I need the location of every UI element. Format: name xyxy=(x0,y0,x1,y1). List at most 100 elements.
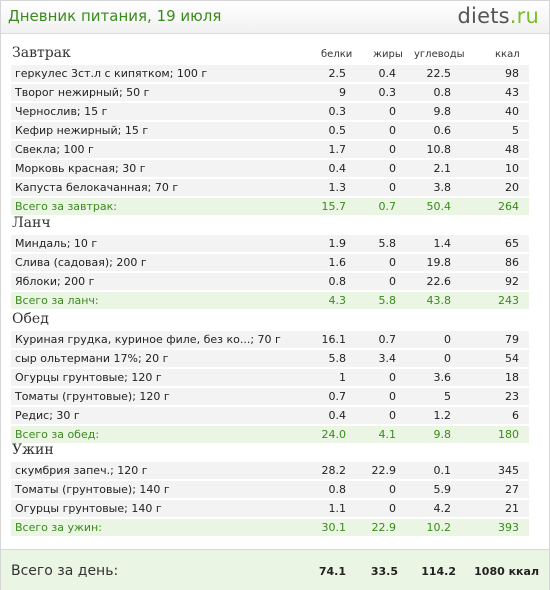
logo-main: diets xyxy=(457,4,510,28)
col-carbs: углеводы xyxy=(414,49,465,60)
food-row-fats: 0 xyxy=(389,409,396,422)
food-row: Миндаль; 10 г 1.9 5.8 1.4 65 xyxy=(11,235,529,252)
food-row-proteins: 0.3 xyxy=(328,105,347,118)
meal-total-row-kcal: 393 xyxy=(498,521,519,534)
meal-total-row-carbs: 50.4 xyxy=(426,200,452,213)
day-total-bar: Всего за день: 74.1 33.5 114.2 1080 ккал xyxy=(1,549,549,590)
food-row-kcal: 27 xyxy=(505,483,519,496)
col-fats: жиры xyxy=(373,49,403,60)
day-total-fats: 33.5 xyxy=(370,565,398,578)
food-row-proteins: 0.7 xyxy=(328,390,347,403)
food-row-fats: 0 xyxy=(389,483,396,496)
food-row-carbs: 10.8 xyxy=(426,143,452,156)
food-row-name: Огурцы грунтовые; 120 г xyxy=(15,371,162,384)
food-row-fats: 0.3 xyxy=(378,86,397,99)
meal-total-row-proteins: 4.3 xyxy=(328,294,347,307)
food-row: скумбрия запеч.; 120 г 28.2 22.9 0.1 345 xyxy=(11,462,529,479)
food-row-kcal: 65 xyxy=(505,237,519,250)
col-kcal: ккал xyxy=(495,49,520,60)
food-row-fats: 0 xyxy=(389,256,396,269)
day-total-label: Всего за день: xyxy=(11,563,119,579)
meal-total-row-proteins: 15.7 xyxy=(321,200,347,213)
header-bar: Дневник питания, 19 июля diets.ru xyxy=(1,1,549,34)
food-row-fats: 0 xyxy=(389,162,396,175)
food-row-kcal: 54 xyxy=(505,352,519,365)
meal-total-row-carbs: 10.2 xyxy=(426,521,452,534)
food-row-carbs: 5.9 xyxy=(433,483,452,496)
food-row-fats: 0.7 xyxy=(378,333,397,346)
food-row-carbs: 2.1 xyxy=(433,162,452,175)
food-row-kcal: 18 xyxy=(505,371,519,384)
food-row-fats: 0 xyxy=(389,124,396,137)
food-row: Огурцы грунтовые; 120 г 1 0 3.6 18 xyxy=(11,369,529,386)
food-row-carbs: 0.8 xyxy=(433,86,452,99)
food-row: Редис; 30 г 0.4 0 1.2 6 xyxy=(11,407,529,424)
food-row-carbs: 1.2 xyxy=(433,409,452,422)
food-row-carbs: 0.1 xyxy=(433,464,452,477)
food-row-kcal: 79 xyxy=(505,333,519,346)
food-row-name: геркулес 3ст.л с кипятком; 100 г xyxy=(15,67,208,80)
food-row-proteins: 0.8 xyxy=(328,483,347,496)
food-row-carbs: 3.8 xyxy=(433,181,452,194)
food-row: Слива (садовая); 200 г 1.6 0 19.8 86 xyxy=(11,254,529,271)
meal-total-row: Всего за завтрак: 15.7 0.7 50.4 264 xyxy=(11,198,529,215)
meal-total-row-name: Всего за ланч: xyxy=(15,294,99,307)
food-row-kcal: 40 xyxy=(505,105,519,118)
food-row-name: Миндаль; 10 г xyxy=(15,237,98,250)
food-row-fats: 0 xyxy=(389,390,396,403)
day-total-proteins: 74.1 xyxy=(318,565,346,578)
food-row: Капуста белокачанная; 70 г 1.3 0 3.8 20 xyxy=(11,179,529,196)
food-row-carbs: 3.6 xyxy=(433,371,452,384)
food-row-kcal: 345 xyxy=(498,464,519,477)
food-row-kcal: 21 xyxy=(505,502,519,515)
food-row-kcal: 20 xyxy=(505,181,519,194)
food-row: Свекла; 100 г 1.7 0 10.8 48 xyxy=(11,141,529,158)
food-row-name: Морковь красная; 30 г xyxy=(15,162,146,175)
food-row-proteins: 28.2 xyxy=(321,464,347,477)
food-row-fats: 0 xyxy=(389,371,396,384)
food-row-proteins: 5.8 xyxy=(328,352,347,365)
food-row: Кефир нежирный; 15 г 0.5 0 0.6 5 xyxy=(11,122,529,139)
meal-title: Ланч xyxy=(12,215,51,231)
food-row: Яблоки; 200 г 0.8 0 22.6 92 xyxy=(11,273,529,290)
food-row-proteins: 0.8 xyxy=(328,275,347,288)
meal-title: Завтрак xyxy=(12,45,71,61)
food-row-carbs: 22.6 xyxy=(426,275,452,288)
food-row-name: Кефир нежирный; 15 г xyxy=(15,124,149,137)
meal-total-row-carbs: 9.8 xyxy=(433,428,452,441)
food-row-kcal: 10 xyxy=(505,162,519,175)
food-row: Куриная грудка, куриное филе, без ко...;… xyxy=(11,331,529,348)
page-title: Дневник питания, 19 июля xyxy=(8,7,222,25)
food-row-name: сыр ольтермани 17%; 20 г xyxy=(15,352,169,365)
food-row: геркулес 3ст.л с кипятком; 100 г 2.5 0.4 22… xyxy=(11,65,529,82)
food-row-carbs: 0 xyxy=(444,333,451,346)
food-row-proteins: 9 xyxy=(339,86,346,99)
column-headers: белки жиры углеводы ккал xyxy=(1,49,549,63)
food-row-proteins: 16.1 xyxy=(321,333,347,346)
meal-total-row-carbs: 43.8 xyxy=(426,294,452,307)
meal-total-row-name: Всего за обед: xyxy=(15,428,100,441)
food-row: Томаты (грунтовые); 140 г 0.8 0 5.9 27 xyxy=(11,481,529,498)
food-row-fats: 0 xyxy=(389,105,396,118)
site-logo[interactable]: diets.ru xyxy=(458,4,539,28)
meal-total-row-fats: 4.1 xyxy=(378,428,397,441)
logo-suffix: .ru xyxy=(509,4,539,28)
meal-total-row: Всего за ужин: 30.1 22.9 10.2 393 xyxy=(11,519,529,536)
meal-total-row-kcal: 180 xyxy=(498,428,519,441)
food-row-carbs: 4.2 xyxy=(433,502,452,515)
food-row-fats: 0.4 xyxy=(378,67,397,80)
food-row: Чернослив; 15 г 0.3 0 9.8 40 xyxy=(11,103,529,120)
meal-total-row-proteins: 30.1 xyxy=(321,521,347,534)
col-proteins: белки xyxy=(321,49,353,60)
food-row-name: Свекла; 100 г xyxy=(15,143,94,156)
food-row-proteins: 1.3 xyxy=(328,181,347,194)
food-row-kcal: 6 xyxy=(512,409,519,422)
food-row-name: Редис; 30 г xyxy=(15,409,80,422)
food-row-proteins: 1.6 xyxy=(328,256,347,269)
food-row-name: Слива (садовая); 200 г xyxy=(15,256,147,269)
food-row-fats: 0 xyxy=(389,275,396,288)
food-row-kcal: 23 xyxy=(505,390,519,403)
food-row-name: Творог нежирный; 50 г xyxy=(15,86,150,99)
day-total-kcal: 1080 ккал xyxy=(474,565,539,578)
food-row-kcal: 48 xyxy=(505,143,519,156)
